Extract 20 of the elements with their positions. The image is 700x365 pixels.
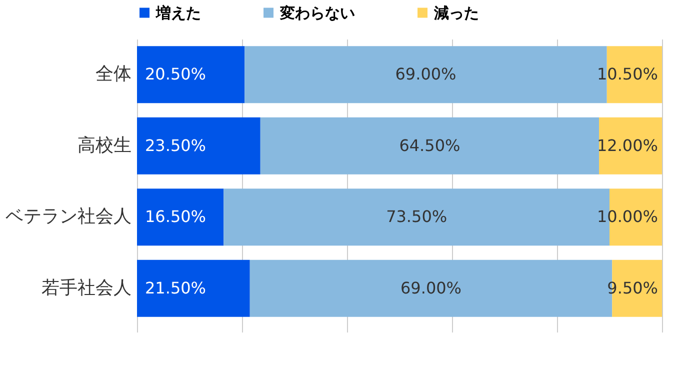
bar [137, 188, 224, 246]
data-label: 20.50% [145, 64, 206, 84]
y-tick-label: 全体 [96, 64, 132, 85]
data-label: 69.00% [395, 64, 456, 84]
y-tick-label: ベテラン社会人 [6, 206, 132, 228]
data-label: 16.50% [145, 207, 206, 226]
legend-label: 増えた [155, 4, 201, 22]
y-tick-label: 若手社会人 [42, 277, 132, 298]
data-label: 73.50% [386, 207, 448, 226]
data-label: 21.50% [145, 278, 206, 298]
bar [260, 117, 599, 174]
data-label: 23.50% [145, 136, 206, 155]
data-label: 69.00% [400, 278, 462, 298]
legend-label: 変わらない [279, 4, 355, 22]
bar [137, 46, 245, 104]
y-tick-label: 高校生 [78, 134, 132, 156]
legend-label: 減った [433, 4, 479, 22]
data-label: 64.50% [399, 136, 460, 155]
bar [137, 117, 260, 174]
bar [137, 260, 250, 317]
